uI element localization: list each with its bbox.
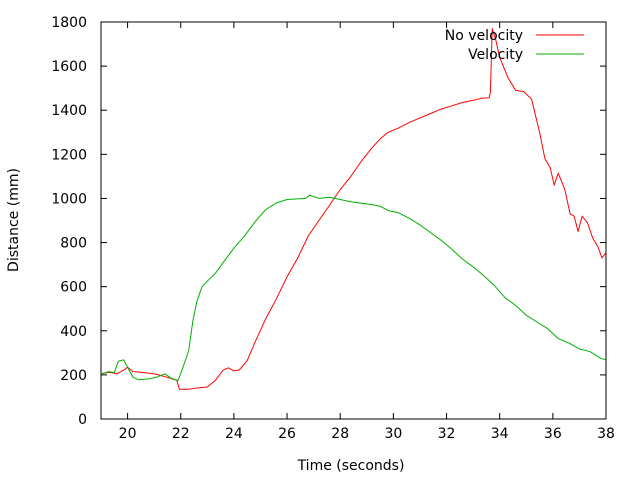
- y-tick-label-4: 800: [60, 236, 87, 252]
- legend-label-0: No velocity: [445, 28, 523, 44]
- series-line-no-velocity: [100, 28, 607, 390]
- y-tick-label-9: 1800: [51, 15, 87, 31]
- y-tick-label-3: 600: [60, 280, 87, 296]
- plot-border: [100, 21, 607, 420]
- y-tick-label-5: 1000: [51, 191, 87, 207]
- legend-label-1: Velocity: [468, 47, 523, 63]
- x-tick-label-9: 38: [597, 426, 615, 442]
- y-axis: 0 200 400 600 800 1000 1200 1400 1600 1800: [51, 15, 606, 428]
- x-tick-label-7: 34: [491, 426, 509, 442]
- y-axis-label: Distance (mm): [6, 168, 22, 272]
- y-tick-label-6: 1200: [51, 147, 87, 163]
- y-tick-label-2: 400: [60, 324, 87, 340]
- x-tick-label-6: 32: [438, 426, 456, 442]
- series-line-velocity: [100, 194, 607, 381]
- y-tick-label-0: 0: [78, 412, 87, 428]
- x-tick-label-5: 30: [384, 426, 402, 442]
- y-tick-label-1: 200: [60, 368, 87, 384]
- y-tick-label-7: 1400: [51, 103, 87, 119]
- x-tick-label-8: 36: [544, 426, 562, 442]
- x-axis: 20 22 24 26 28 30 32 34 36 38: [119, 22, 615, 442]
- x-tick-label-0: 20: [119, 426, 137, 442]
- legend: No velocity Velocity: [445, 28, 584, 63]
- x-tick-label-1: 22: [172, 426, 190, 442]
- x-axis-label: Time (seconds): [297, 458, 405, 474]
- x-tick-label-2: 24: [225, 426, 243, 442]
- x-tick-label-4: 28: [331, 426, 349, 442]
- plot-frame: [100, 21, 607, 420]
- series-layer: [100, 28, 607, 390]
- y-tick-label-8: 1600: [51, 59, 87, 75]
- x-tick-label-3: 26: [278, 426, 296, 442]
